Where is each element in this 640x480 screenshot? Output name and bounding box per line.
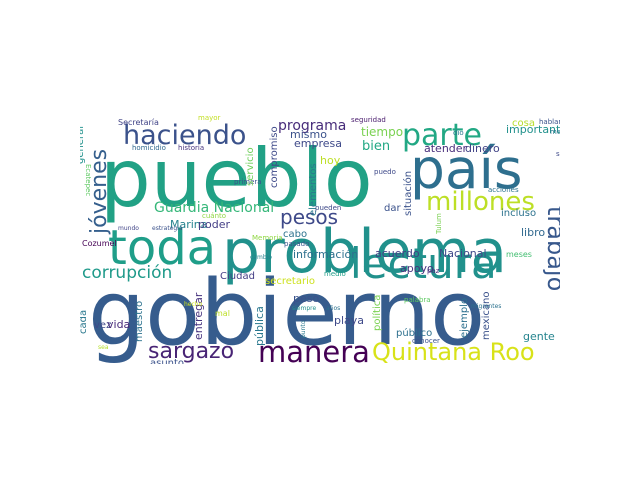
cloud-word: Memoria [252,234,283,242]
cloud-word: meses [506,250,532,259]
cloud-word: hablando [539,118,560,126]
cloud-word: sea [98,344,109,351]
word-cloud-canvas: pueblo gobierno problema país toda lectu… [80,116,560,364]
word-cloud: pueblo gobierno problema país toda lectu… [80,116,560,364]
cloud-word: hoy [320,154,341,167]
cloud-word: problema [222,217,507,287]
cloud-word: entregar [192,292,205,340]
cloud-word: toda [108,220,216,276]
cloud-word: lectura [350,239,497,288]
cloud-word: cosa [512,118,535,129]
cloud-word: cada [80,310,89,334]
cloud-word: punto [300,320,307,338]
cloud-word: programa [278,118,346,134]
cloud-word: pueden [315,204,341,212]
cloud-word: información [293,248,358,261]
cloud-word: elementos [308,163,319,216]
cloud-word: Cozumel [82,239,117,248]
cloud-word: sino [556,150,560,158]
cloud-word: dar [384,203,401,214]
cloud-word: años [326,305,340,312]
cloud-word: cabo [283,229,307,240]
cloud-word: seguridad [351,116,386,124]
cloud-word: país [410,137,523,201]
cloud-word: conocer [412,337,440,345]
cloud-word: incluso [501,208,536,219]
cloud-word: peso [293,292,319,305]
cloud-word: playa [334,314,364,327]
cloud-word: Ciudad [220,271,255,282]
cloud-word: migrantes [471,303,501,310]
cloud-word: pueblo [100,132,373,225]
cloud-word: ejemplo [459,298,470,338]
cloud-word: acuerdo [375,247,420,260]
cloud-word: Marina [170,218,208,231]
cloud-word: dinero [465,142,500,155]
cloud-word: acciones [488,186,519,194]
cloud-word: gente [523,330,555,343]
cloud-word: haciendo [123,120,246,151]
cloud-word: siempre [292,305,316,312]
cloud-word: mayor [198,116,221,122]
cloud-word: homicidio [132,144,166,152]
cloud-word: situación [402,171,414,216]
cloud-word: dio [453,129,464,137]
cloud-word: Nacional [439,247,487,260]
cloud-word: empresa [294,137,342,150]
cloud-word: trabajo [542,206,560,291]
cloud-word: millones [426,187,535,217]
cloud-word: parte [402,118,482,153]
cloud-word: vida [107,318,130,331]
cloud-word: manera [258,335,370,364]
cloud-word: Guardia Nacional [154,200,274,216]
cloud-word: Quintana Roo [372,338,535,364]
cloud-word: tiempo [361,125,403,139]
cloud-word: primera [234,178,262,186]
cloud-word: atender [424,142,468,155]
cloud-word: estrategia [152,225,183,232]
cloud-word: hecho [184,301,203,308]
cloud-word: compromiso [269,126,280,188]
cloud-word: secretario [265,276,315,287]
cloud-word: paz [427,267,440,275]
cloud-word: pública [253,306,266,346]
cloud-word: sargazo [148,339,234,364]
cloud-word: general [80,126,86,164]
cloud-word: mundo [118,225,139,232]
cloud-word: público [396,327,432,339]
cloud-word: palabra [404,296,431,304]
cloud-word: Secretaría [118,118,159,127]
cloud-word: apoyo [400,262,434,275]
cloud-word: historia [178,144,204,152]
cloud-word: mejor [550,128,560,136]
cloud-word: maestro [134,301,145,342]
cloud-word: política [371,295,383,331]
cloud-word: corrupción [82,263,172,283]
cloud-word: puedo [374,168,396,176]
cloud-word: pasado [284,240,309,248]
cloud-word: cambio [250,254,272,261]
cloud-word: poder [198,218,230,231]
cloud-word: gobierno [88,261,485,364]
cloud-word: medio [324,270,346,278]
cloud-word: Tulum [435,213,443,235]
cloud-word: mismo [290,128,327,141]
cloud-word: libro [521,226,545,239]
cloud-word: jóvenes [87,149,112,235]
cloud-word: cuánto [202,212,226,220]
cloud-word: mal [215,309,230,318]
cloud-word: servicio [245,147,256,186]
cloud-word: importante [506,123,560,136]
cloud-word: bien [362,139,390,154]
cloud-word: vez [94,320,111,331]
cloud-word: asunto [150,358,184,364]
cloud-word: Ecatepec [84,164,92,196]
cloud-word: pesos [280,205,338,229]
cloud-word: mexicano [481,292,492,341]
